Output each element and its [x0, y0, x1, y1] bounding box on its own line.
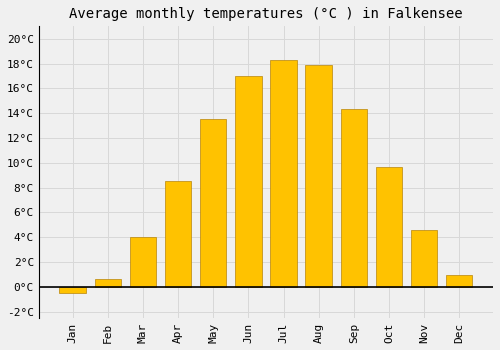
Bar — [94, 279, 121, 287]
Bar — [340, 110, 367, 287]
Bar — [235, 76, 262, 287]
Title: Average monthly temperatures (°C ) in Falkensee: Average monthly temperatures (°C ) in Fa… — [69, 7, 462, 21]
Bar — [270, 60, 296, 287]
Bar — [446, 274, 472, 287]
Bar — [200, 119, 226, 287]
Bar — [165, 181, 191, 287]
Bar — [411, 230, 438, 287]
Bar — [376, 167, 402, 287]
Bar — [306, 65, 332, 287]
Bar — [60, 287, 86, 293]
Bar — [130, 237, 156, 287]
